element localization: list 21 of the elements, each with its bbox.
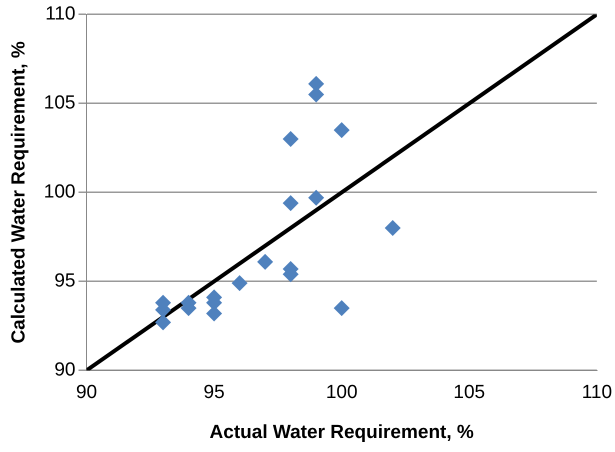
point xyxy=(384,220,401,236)
point xyxy=(282,195,299,212)
y-tick-label: 100 xyxy=(44,182,76,203)
y-tick-label: 105 xyxy=(44,92,76,114)
x-tick-label: 110 xyxy=(582,382,612,404)
point xyxy=(232,275,248,292)
y-tick-label: 110 xyxy=(45,4,76,25)
x-tick-label: 100 xyxy=(326,382,358,404)
point xyxy=(334,300,350,316)
point xyxy=(257,254,274,270)
point xyxy=(334,122,350,138)
x-tick-label: 95 xyxy=(204,382,225,404)
x-tick-label: 90 xyxy=(76,382,98,404)
y-tick-label: 90 xyxy=(54,360,76,381)
x-axis-title: Actual Water Requirement, % xyxy=(210,422,474,443)
point xyxy=(282,131,299,147)
point xyxy=(155,314,172,330)
y-axis-title: Calculated Water Requirement, % xyxy=(8,41,30,344)
x-tick-label: 105 xyxy=(453,382,486,404)
point xyxy=(308,190,324,206)
y-tick-label: 95 xyxy=(54,270,76,292)
